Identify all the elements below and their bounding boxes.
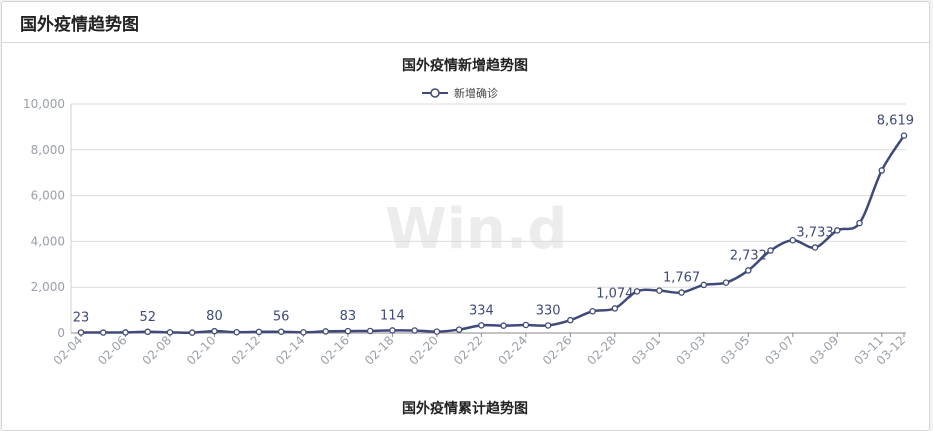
- grid-lines: [71, 103, 906, 334]
- data-label: 83: [340, 309, 357, 324]
- legend[interactable]: 新增确诊: [422, 86, 498, 100]
- legend-marker-icon: [430, 88, 440, 98]
- data-point: [633, 288, 641, 295]
- x-axis: 02-04 02-06 02-08 02-10 02-12 02-14 02-16 02-18…: [51, 333, 908, 368]
- data-point: [188, 329, 196, 336]
- data-point: [722, 279, 730, 286]
- x-tick-label: 02-16: [317, 333, 352, 368]
- data-label: 52: [139, 310, 156, 325]
- data-point: [233, 328, 240, 336]
- data-point: [322, 328, 329, 335]
- y-tick-label: 6,000: [31, 189, 65, 203]
- data-label: 23: [73, 310, 90, 325]
- x-tick-label: 02-24: [495, 333, 530, 368]
- data-point: [500, 322, 507, 329]
- data-point: [144, 328, 151, 336]
- x-tick-label: 02-06: [95, 333, 130, 368]
- x-tick-label: 02-22: [451, 333, 486, 368]
- x-tick-label: 03-09: [807, 333, 842, 368]
- data-label: 80: [206, 309, 223, 324]
- data-point: [478, 322, 485, 329]
- data-point: [745, 267, 752, 274]
- data-point: [589, 307, 596, 315]
- data-label: 2,732: [730, 248, 767, 263]
- data-point: [211, 327, 218, 335]
- x-tick-label: 02-10: [184, 333, 219, 368]
- data-point: [656, 287, 663, 294]
- data-point: [99, 329, 107, 336]
- data-point: [411, 327, 418, 334]
- legend-label: 新增确诊: [454, 86, 498, 100]
- data-point: [811, 244, 819, 251]
- panel-header: 国外疫情趋势图: [2, 2, 929, 43]
- x-tick-label: 02-18: [362, 333, 397, 368]
- data-point: [455, 326, 463, 333]
- data-label: 56: [273, 310, 290, 325]
- data-label: 114: [380, 308, 405, 323]
- data-label: 3,733: [796, 226, 833, 241]
- x-tick-label: 02-12: [229, 333, 264, 368]
- data-point: [389, 327, 396, 334]
- data-point: [522, 321, 530, 329]
- x-tick-label: 03-03: [673, 333, 708, 368]
- data-point: [678, 289, 685, 296]
- x-tick-label: 02-26: [540, 333, 575, 368]
- x-tick-label: 03-05: [718, 333, 753, 368]
- x-tick-label: 02-04: [51, 333, 86, 368]
- y-tick-label: 10,000: [23, 97, 65, 111]
- data-label: 1,074: [596, 286, 633, 301]
- data-label: 334: [469, 303, 494, 318]
- data-point: [255, 328, 263, 336]
- x-tick-label: 02-28: [584, 333, 619, 368]
- y-axis: 0 2,000 4,000 6,000 8,000 10,000: [23, 97, 72, 340]
- data-label: 1,767: [663, 271, 700, 286]
- data-point: [611, 305, 619, 312]
- x-tick-label: 02-20: [406, 333, 441, 368]
- chart-title: 国外疫情新增趋势图: [402, 57, 528, 74]
- data-point: [878, 167, 886, 174]
- y-tick-label: 2,000: [31, 280, 65, 294]
- data-point: [122, 329, 129, 336]
- data-point: [366, 327, 374, 335]
- data-point: [544, 322, 552, 329]
- x-tick-label: 02-14: [273, 333, 308, 368]
- data-point: [567, 316, 574, 324]
- x-tick-label: 03-01: [629, 333, 664, 368]
- data-point: [856, 219, 863, 227]
- x-tick-label: 03-07: [762, 333, 797, 368]
- cumulative-chart-title: 国外疫情累计趋势图: [402, 400, 528, 417]
- data-label: 330: [536, 303, 561, 318]
- data-point: [300, 329, 307, 336]
- data-point: [700, 281, 708, 289]
- x-tick-label: 02-08: [140, 333, 175, 368]
- data-point: [834, 227, 841, 234]
- plot-area: 23 52 80 56 83 114 334 330 1,074 1,767 2,732 3,733 8…: [73, 114, 914, 336]
- data-point: [789, 237, 797, 244]
- data-point: [166, 329, 174, 336]
- data-point: [77, 329, 85, 336]
- data-point: [277, 328, 285, 335]
- watermark-text: Win.d: [385, 197, 567, 262]
- data-point: [767, 247, 774, 254]
- data-label: 8,619: [877, 114, 914, 129]
- data-point: [433, 328, 441, 335]
- y-tick-label: 0: [57, 326, 65, 340]
- data-point: [900, 132, 908, 139]
- y-tick-label: 4,000: [31, 234, 65, 248]
- panel-title: 国外疫情趋势图: [20, 14, 139, 35]
- y-tick-label: 8,000: [31, 143, 65, 157]
- data-point: [344, 327, 352, 335]
